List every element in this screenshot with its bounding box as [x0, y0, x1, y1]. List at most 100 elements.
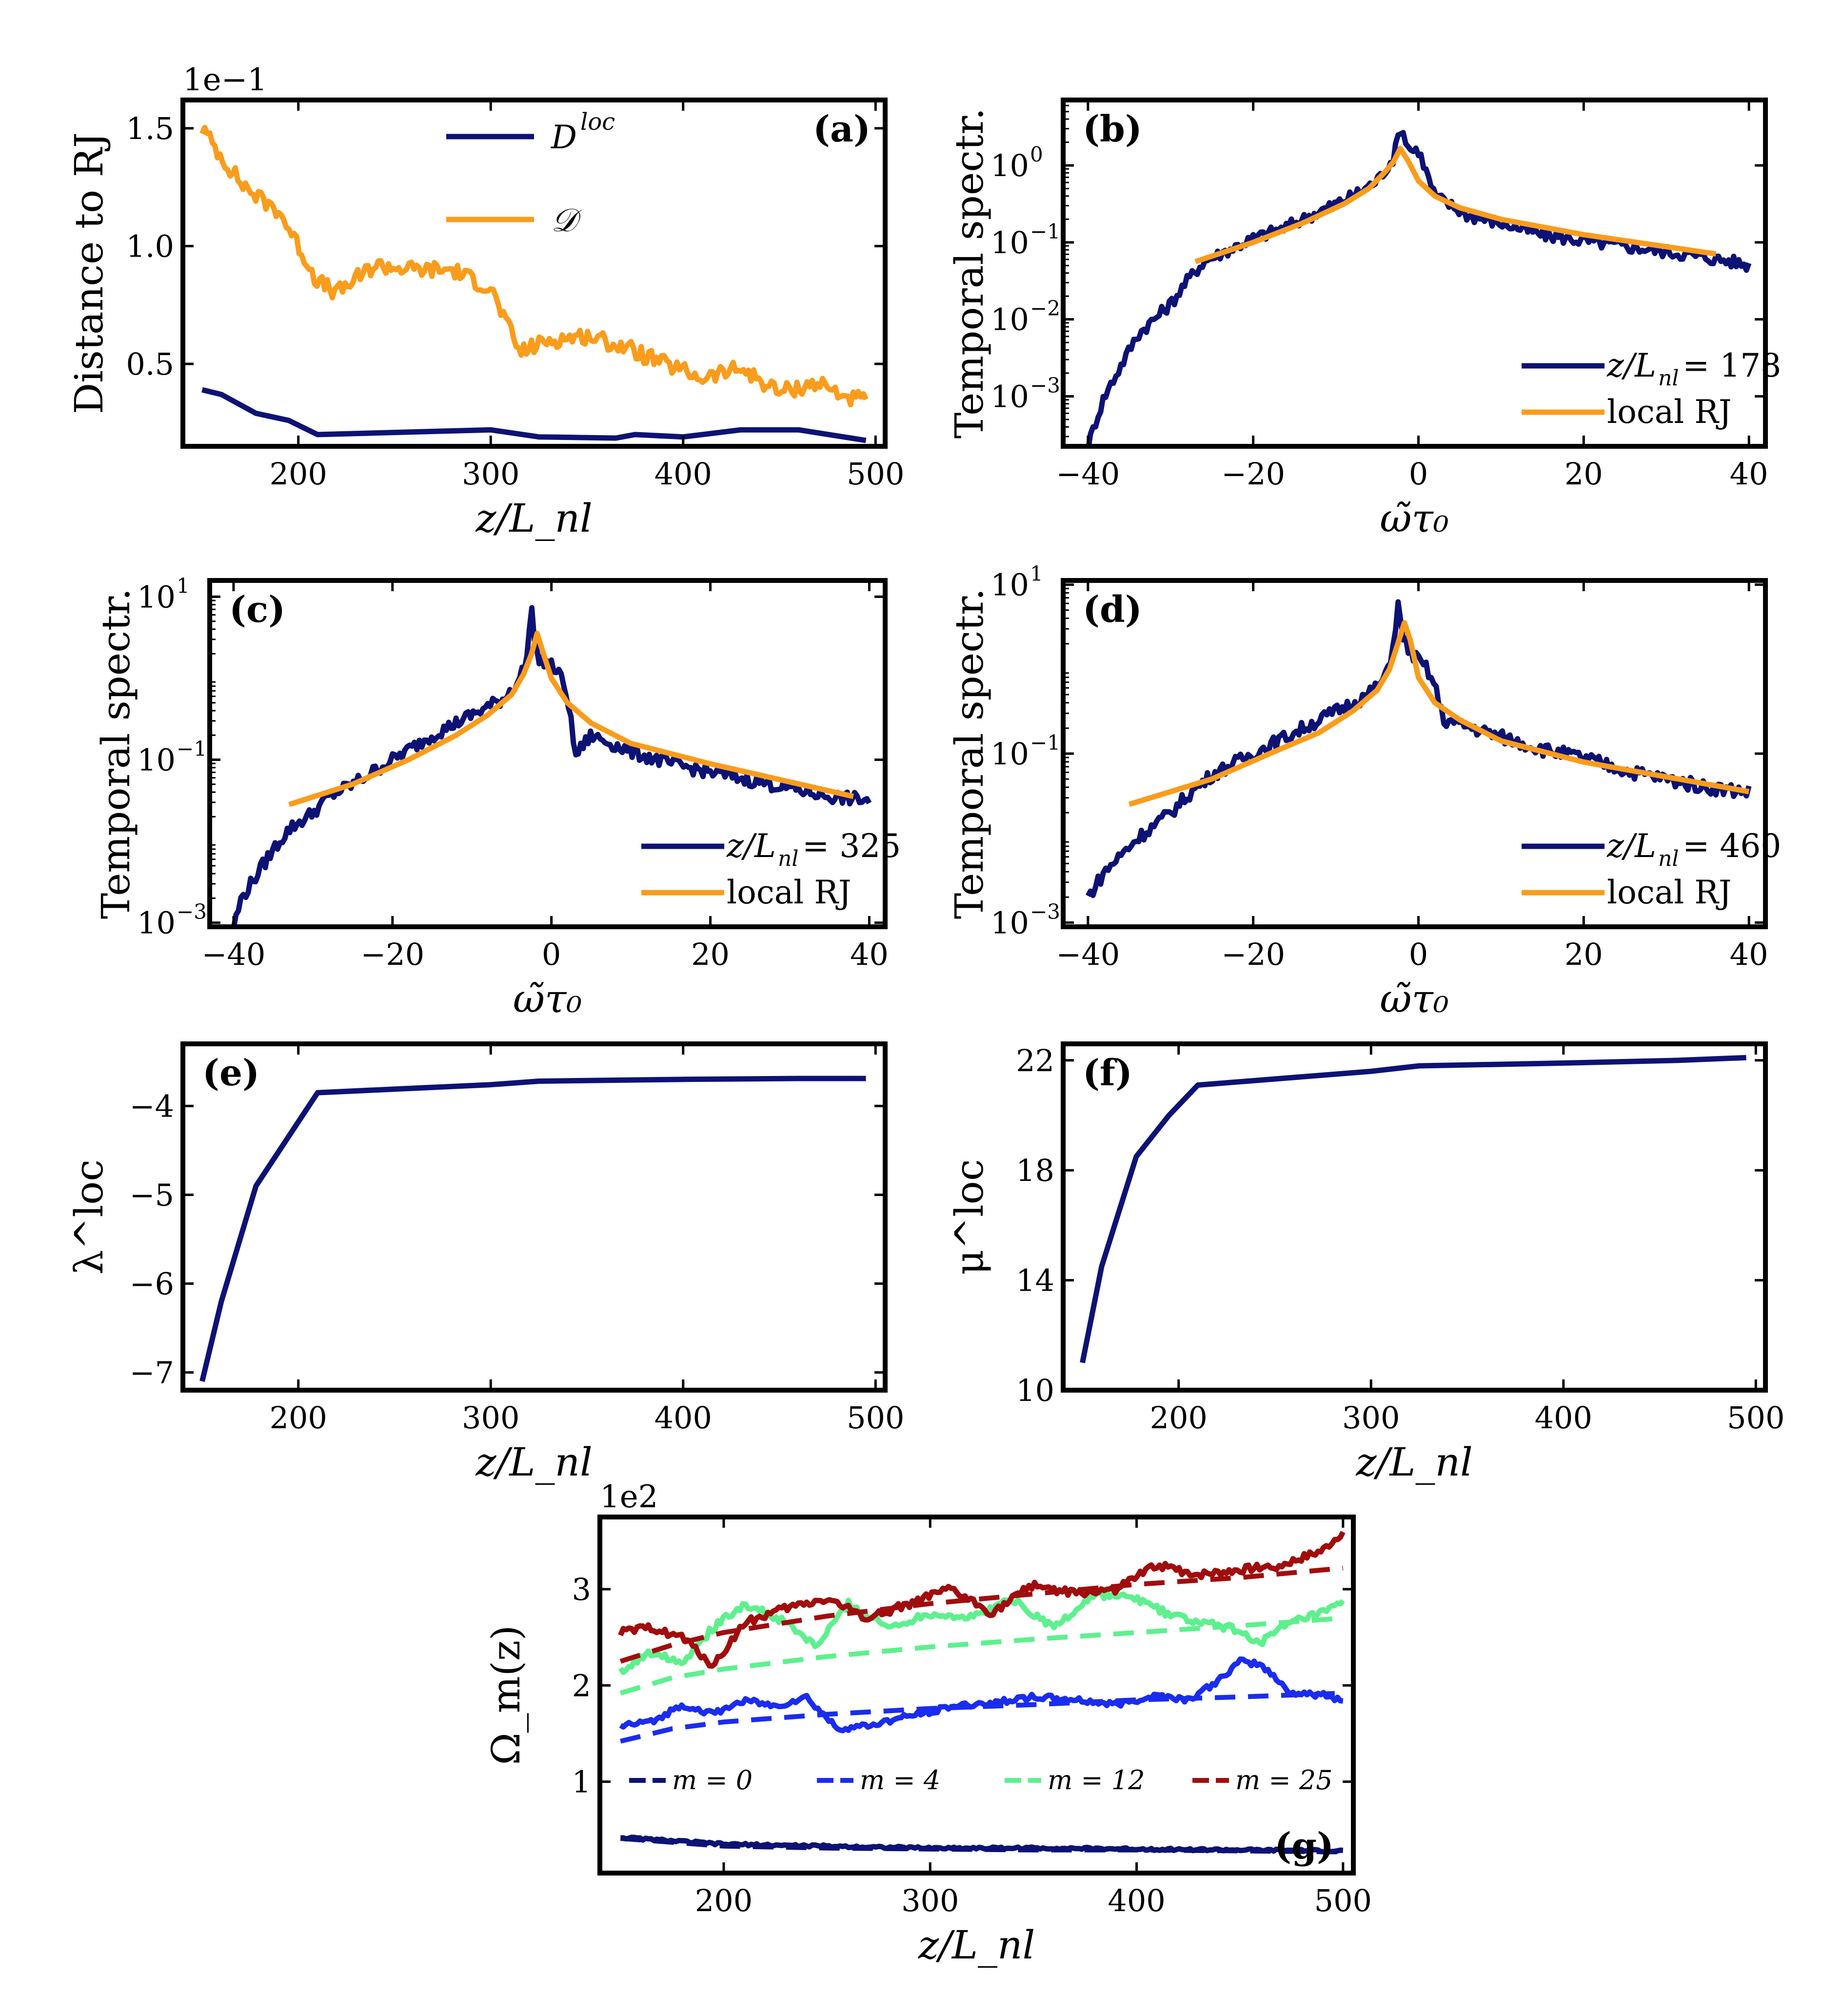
- series-line-m25: [618, 1531, 1346, 1669]
- x-tick-label: −40: [1056, 456, 1120, 492]
- legend-label: z/L: [1606, 827, 1656, 865]
- y-tick-label: 10: [991, 736, 1029, 772]
- y-tick-label: 10: [137, 905, 176, 941]
- x-axis-label: z/L_nl: [475, 1439, 592, 1485]
- y-tick-label: −6: [130, 1266, 174, 1302]
- panel-label: (e): [202, 1052, 259, 1094]
- y-axis-label: μ^loc: [947, 1159, 992, 1275]
- plot-area: [1086, 130, 1752, 446]
- panel-e: 200 300 400 500 −4 −5 −6 −7 z/L_nl λ^loc (e): [66, 1041, 904, 1485]
- y-tick-label: 10: [991, 225, 1029, 260]
- legend-label: 𝒟: [551, 201, 582, 239]
- y-tick-label: 3: [572, 1572, 591, 1607]
- y-tick-exponent: −3: [177, 900, 207, 924]
- panel-label: (g): [1274, 1825, 1334, 1867]
- y-tick-label: 10: [137, 742, 176, 778]
- plot-area: [1080, 1055, 1746, 1363]
- legend-label-subscript: nl: [1658, 846, 1679, 871]
- y-axis-label: Distance to RJ: [66, 132, 112, 414]
- series-line-localRJ: [288, 631, 854, 807]
- legend-label: m = 25: [1235, 1765, 1333, 1796]
- y-tick-label: 10: [1016, 1373, 1054, 1408]
- x-tick-label: 0: [1409, 456, 1428, 492]
- y-tick-label: −5: [130, 1177, 174, 1213]
- legend-label: local RJ: [1607, 874, 1731, 911]
- legend-label: z/L: [1606, 347, 1656, 384]
- panel-label: (a): [813, 108, 871, 150]
- x-tick-label: 300: [462, 1400, 519, 1436]
- y-tick-label: 1.0: [126, 228, 174, 264]
- panel-label: (d): [1083, 589, 1142, 631]
- legend-label-value: = 178: [1683, 347, 1781, 384]
- x-axis-label: ω̃τ₀: [1380, 976, 1449, 1021]
- y-tick-label: 10: [991, 567, 1029, 603]
- x-tick-label: 200: [1150, 1400, 1208, 1436]
- legend-label-superscript: loc: [580, 108, 615, 136]
- x-tick-label: 0: [542, 937, 561, 972]
- y-axis-label: λ^loc: [66, 1159, 112, 1275]
- plot-frame: [1061, 1041, 1768, 1393]
- y-tick-label: 10: [991, 302, 1029, 338]
- y-axis-label: Temporal spectr.: [947, 588, 992, 919]
- y-tick-label: 1: [572, 1764, 591, 1800]
- plot-area: [1085, 599, 1752, 898]
- x-tick-label: 300: [901, 1883, 959, 1918]
- series-line-localRJ: [1128, 620, 1750, 807]
- plot-frame: [180, 98, 888, 449]
- x-tick-label: 500: [847, 1400, 904, 1436]
- y-tick-label: 10: [991, 148, 1029, 183]
- x-tick-label: −40: [201, 937, 265, 972]
- y-tick-label: 10: [137, 579, 176, 615]
- legend-label: m = 4: [860, 1765, 940, 1796]
- y-tick-label: 2: [572, 1668, 591, 1703]
- legend-label: D: [551, 119, 577, 156]
- y-tick-exponent: −1: [177, 737, 207, 761]
- series-line-m12: [618, 1589, 1345, 1675]
- panel-label: (c): [229, 589, 285, 631]
- legend-label-subscript: nl: [1658, 366, 1679, 391]
- series-line-lambda_loc: [199, 1076, 866, 1382]
- plot-frame: [597, 1515, 1356, 1876]
- legend-label: m = 0: [672, 1765, 753, 1796]
- x-tick-label: −20: [1221, 937, 1285, 972]
- axis-offset-note: 1e2: [600, 1479, 658, 1515]
- y-tick-exponent: −1: [1030, 220, 1060, 243]
- plot-area: [199, 125, 869, 443]
- y-tick-exponent: 1: [177, 574, 190, 598]
- y-tick-label: −4: [130, 1088, 174, 1124]
- legend-label: local RJ: [1607, 393, 1731, 431]
- y-tick-label: 18: [1016, 1153, 1054, 1188]
- fit-line-m12: [619, 1616, 1344, 1696]
- x-axis-label: ω̃τ₀: [513, 976, 582, 1021]
- series-line-sim: [231, 605, 872, 927]
- series-line-localRJ: [1194, 145, 1717, 264]
- panel-f: 200 300 400 500 10 14 18 22 z/L_nl μ^loc (f): [947, 1041, 1784, 1485]
- y-axis-label: Temporal spectr.: [947, 108, 992, 439]
- series-line-mu_loc: [1080, 1055, 1746, 1363]
- x-tick-label: 20: [1565, 456, 1603, 492]
- series-line-Dloc: [201, 387, 867, 443]
- y-tick-label: 10: [991, 379, 1029, 414]
- plot-area: [618, 1531, 1346, 1855]
- y-tick-label: 1.5: [126, 111, 174, 146]
- legend-label: m = 12: [1048, 1765, 1145, 1796]
- series-line-sim: [1086, 130, 1752, 446]
- y-tick-label: 10: [991, 905, 1029, 940]
- plot-frame: [180, 1041, 888, 1393]
- x-tick-label: 200: [270, 1400, 327, 1436]
- x-tick-label: 300: [1342, 1400, 1400, 1436]
- x-tick-label: 20: [691, 937, 730, 972]
- x-tick-label: 400: [654, 1400, 712, 1436]
- x-tick-label: 20: [1565, 937, 1603, 972]
- legend-label-subscript: nl: [778, 846, 798, 871]
- y-axis-label: Temporal spectr.: [93, 588, 139, 919]
- x-tick-label: 200: [695, 1883, 753, 1918]
- panel-label: (b): [1083, 108, 1142, 150]
- legend-label: z/L: [726, 827, 776, 865]
- legend-label: local RJ: [727, 874, 851, 911]
- fit-line-m4: [620, 1691, 1343, 1744]
- y-tick-label: −7: [130, 1355, 174, 1391]
- legend-label-value: = 325: [802, 827, 901, 865]
